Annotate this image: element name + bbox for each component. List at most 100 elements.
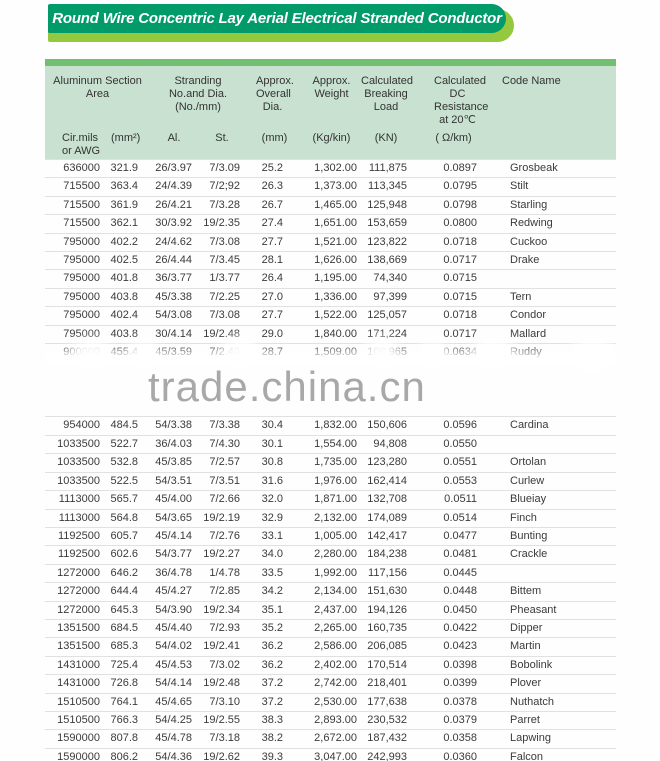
cell: 230,532 bbox=[360, 710, 412, 730]
cell: 7/2.85 bbox=[198, 582, 246, 602]
cell: 0.0551 bbox=[412, 453, 482, 473]
table-row: 1431000 726.8 54/4.14 19/2.48 37.2 2,742.00 21… bbox=[45, 674, 616, 694]
cell: 766.3 bbox=[110, 710, 150, 730]
cell: 484.5 bbox=[110, 416, 150, 436]
cell: 45/4.14 bbox=[150, 526, 198, 546]
cell: 602.6 bbox=[110, 545, 150, 565]
cell: 0.0798 bbox=[412, 195, 482, 215]
cell: 403.8 bbox=[110, 324, 150, 344]
cell: 19/2.35 bbox=[198, 214, 246, 234]
subheader-mm2: (mm²) bbox=[110, 128, 150, 160]
cell: 645.3 bbox=[110, 600, 150, 620]
cell: 1431000 bbox=[45, 655, 110, 675]
cell: 54/4.36 bbox=[150, 747, 198, 761]
cell bbox=[482, 563, 616, 583]
cell: 7/2;92 bbox=[198, 177, 246, 197]
cell: 34.0 bbox=[246, 545, 290, 565]
cell: Condor bbox=[482, 306, 616, 326]
table-header: Aluminum Section Area Stranding No.and D… bbox=[45, 66, 616, 160]
table-row: 1272000 644.4 45/4.27 7/2.85 34.2 2,134.00 151… bbox=[45, 582, 616, 602]
cell: 0.0715 bbox=[412, 287, 482, 307]
cell: 123,280 bbox=[360, 453, 412, 473]
cell: Redwing bbox=[482, 214, 616, 234]
cell: 522.5 bbox=[110, 471, 150, 491]
table-row: 1192500 605.7 45/4.14 7/2.76 33.1 1,005.00 142… bbox=[45, 526, 616, 546]
cell: 54/3.65 bbox=[150, 508, 198, 528]
cell: 0.0553 bbox=[412, 471, 482, 491]
cell: 0.0717 bbox=[412, 324, 482, 344]
cell: 0.0718 bbox=[412, 232, 482, 252]
table-body-top: 636000 321.9 26/3.97 7/3.09 25.2 1,302.00 111,… bbox=[45, 158, 616, 362]
cell: 34.2 bbox=[246, 582, 290, 602]
table-row: 795000 403.8 45/3.38 7/2.25 27.0 1,336.00 97,3… bbox=[45, 287, 616, 307]
cell: 7/4.30 bbox=[198, 434, 246, 454]
cell: Pheasant bbox=[482, 600, 616, 620]
cell: 0.0514 bbox=[412, 508, 482, 528]
table-row: 715500 362.1 30/3.92 19/2.35 27.4 1,651.00 153… bbox=[45, 214, 616, 234]
cell: 19/2.48 bbox=[198, 674, 246, 694]
cell: 45/4.00 bbox=[150, 490, 198, 509]
cell: 1192500 bbox=[45, 526, 110, 546]
cell: 36/4.78 bbox=[150, 563, 198, 583]
cell: 954000 bbox=[45, 416, 110, 436]
cell: Cardina bbox=[482, 416, 616, 436]
cell: 30.4 bbox=[246, 416, 290, 436]
table-row: 715500 361.9 26/4.21 7/3.28 26.7 1,465.00 125,… bbox=[45, 195, 616, 215]
cell: 636000 bbox=[45, 158, 110, 178]
cell: 402.5 bbox=[110, 251, 150, 270]
cell: 0.0481 bbox=[412, 545, 482, 565]
cell: 36/4.03 bbox=[150, 434, 198, 454]
cell: 0.0398 bbox=[412, 655, 482, 675]
cell: 1272000 bbox=[45, 600, 110, 620]
cell: 1510500 bbox=[45, 710, 110, 730]
cell: 26.7 bbox=[246, 195, 290, 215]
cell: 54/3.90 bbox=[150, 600, 198, 620]
cell: 125,948 bbox=[360, 195, 412, 215]
cell: 7/3.18 bbox=[198, 729, 246, 749]
cell: 684.5 bbox=[110, 618, 150, 638]
table-row: 1431000 725.4 45/4.53 7/3.02 36.2 2,402.00 170… bbox=[45, 655, 616, 675]
cell: 363.4 bbox=[110, 177, 150, 197]
scan-smudge bbox=[127, 341, 159, 370]
cell: 764.1 bbox=[110, 692, 150, 712]
table-row: 1351500 684.5 45/4.40 7/2.93 35.2 2,265.00 160… bbox=[45, 618, 616, 638]
cell: 36.2 bbox=[246, 655, 290, 675]
cell: 0.0715 bbox=[412, 269, 482, 289]
subheader-mm: (mm) bbox=[246, 128, 290, 160]
cell: 0.0795 bbox=[412, 177, 482, 197]
cell: 26.3 bbox=[246, 177, 290, 197]
cell: 30.8 bbox=[246, 453, 290, 473]
cell: Martin bbox=[482, 637, 616, 657]
cell: 26/3.97 bbox=[150, 158, 198, 178]
cell: 45/4.65 bbox=[150, 692, 198, 712]
cell: 715500 bbox=[45, 214, 110, 234]
subheader-ohm-km: ( Ω/km) bbox=[412, 128, 482, 160]
cell: 1113000 bbox=[45, 490, 110, 509]
cell: 45/3.85 bbox=[150, 453, 198, 473]
cell: Bobolink bbox=[482, 655, 616, 675]
cell: 1590000 bbox=[45, 729, 110, 749]
subheader-kn: (KN) bbox=[360, 128, 412, 160]
cell: 1,840.00 bbox=[290, 324, 360, 344]
cell: 2,530.00 bbox=[290, 692, 360, 712]
cell: 795000 bbox=[45, 324, 110, 344]
scan-smudge bbox=[570, 337, 616, 374]
cell: 725.4 bbox=[110, 655, 150, 675]
table-row: 1033500 532.8 45/3.85 7/2.57 30.8 1,735.00 123… bbox=[45, 453, 616, 473]
table-top-bar bbox=[45, 59, 616, 66]
cell: Dipper bbox=[482, 618, 616, 638]
cell: 74,340 bbox=[360, 269, 412, 289]
cell: Stilt bbox=[482, 177, 616, 197]
cell: 2,742.00 bbox=[290, 674, 360, 694]
table-row: 1590000 807.8 45/4.78 7/3.18 38.2 2,672.00 187… bbox=[45, 729, 616, 749]
cell: 45/4.27 bbox=[150, 582, 198, 602]
subheader-al: Al. bbox=[150, 128, 198, 160]
cell: 2,265.00 bbox=[290, 618, 360, 638]
scan-smudge bbox=[70, 339, 112, 372]
cell: 0.0477 bbox=[412, 526, 482, 546]
cell: 1510500 bbox=[45, 692, 110, 712]
cell: 125,057 bbox=[360, 306, 412, 326]
cell: 1033500 bbox=[45, 434, 110, 454]
cell: 362.1 bbox=[110, 214, 150, 234]
cell: 0.0378 bbox=[412, 692, 482, 712]
